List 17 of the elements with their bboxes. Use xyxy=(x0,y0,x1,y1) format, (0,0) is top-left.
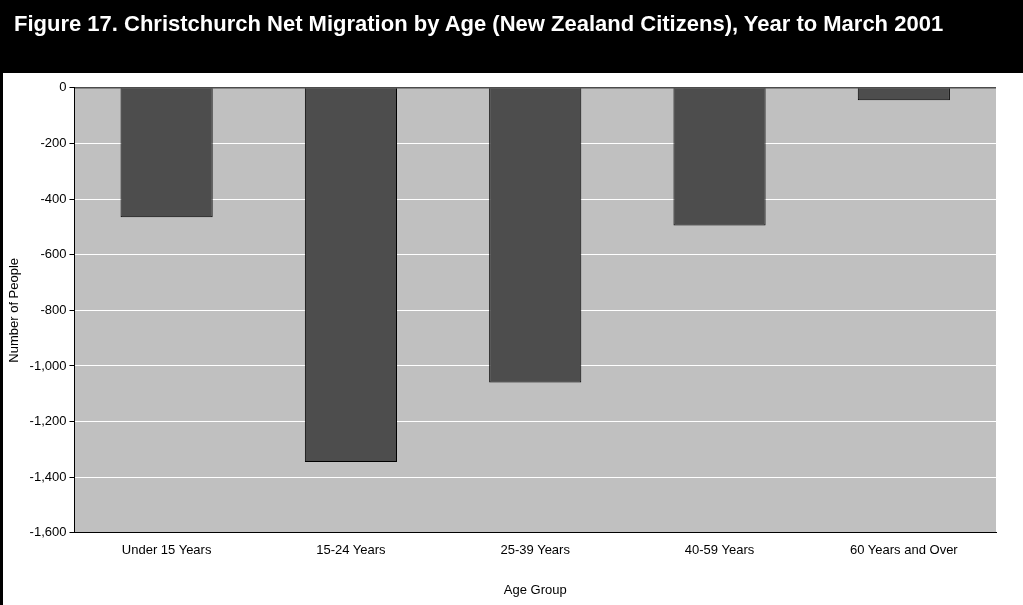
x-tick-label: 40-59 Years xyxy=(684,542,755,558)
x-tick-label: 25-39 Years xyxy=(500,542,571,558)
y-tick-label: -800 xyxy=(40,301,67,317)
y-tick-label: -600 xyxy=(40,246,67,262)
y-tick-label: -1,600 xyxy=(29,524,67,540)
x-tick-label: 15-24 Years xyxy=(316,542,387,558)
y-tick-label: 0 xyxy=(59,79,67,95)
chart-title: Figure 17. Christchurch Net Migration by Age (New Zealand Citizens), Year to March 2001 xyxy=(0,0,1023,73)
y-tick-label: -200 xyxy=(40,135,67,150)
y-tick-label: -1,200 xyxy=(29,413,67,429)
y-tick-label: -1,400 xyxy=(29,468,67,484)
x-tick-label: 60 Years and Over xyxy=(849,542,959,558)
y-tick-label: -400 xyxy=(40,190,67,206)
x-tick-label: Under 15 Years xyxy=(121,542,212,558)
y-axis-title: Number of People xyxy=(6,257,22,363)
x-axis-title: Age Group xyxy=(503,581,567,597)
y-tick-label: -1,000 xyxy=(29,357,67,373)
